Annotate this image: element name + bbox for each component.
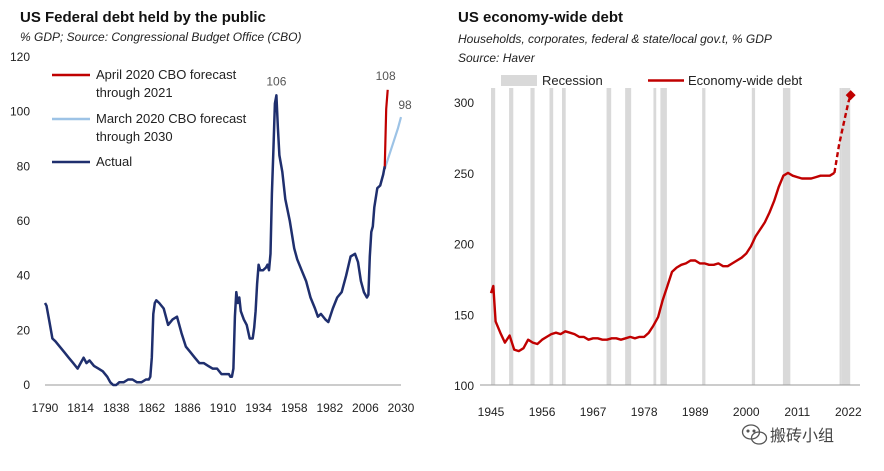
recession-band xyxy=(530,88,535,385)
recession-band xyxy=(491,88,496,385)
right-y-axis: 100 150 200 250 300 xyxy=(454,96,474,393)
left-chart-subtitle: % GDP; Source: Congressional Budget Offi… xyxy=(20,30,301,44)
right-y-tick-label: 250 xyxy=(454,167,474,181)
left-legend-label-0: April 2020 CBO forecast xyxy=(96,67,237,82)
left-x-axis: 1790 1814 1838 1862 1886 1910 1934 1958 1982 2006… xyxy=(32,401,415,415)
left-series-line-2 xyxy=(43,94,386,387)
left-x-tick-label: 1934 xyxy=(245,401,272,415)
left-y-tick-label: 120 xyxy=(10,50,30,64)
right-x-tick-label: 1967 xyxy=(580,405,607,419)
left-x-tick-label: 1958 xyxy=(281,401,308,415)
left-chart-title: US Federal debt held by the public xyxy=(20,9,266,26)
recession-band xyxy=(549,88,554,385)
economy-debt-dashed-line xyxy=(833,94,852,174)
left-annotation-label: 98 xyxy=(398,98,412,112)
recession-band xyxy=(839,88,842,385)
right-legend: Recession Economy-wide debt xyxy=(501,73,803,88)
left-x-tick-label: 1982 xyxy=(316,401,343,415)
left-series-group xyxy=(43,89,403,387)
right-y-tick-label: 100 xyxy=(454,379,474,393)
left-annotations: 106 108 98 xyxy=(266,69,412,112)
right-chart-subtitle-line-1: Households, corporates, federal & state/… xyxy=(458,32,772,46)
recession-band xyxy=(841,88,851,385)
right-y-tick-label: 300 xyxy=(454,96,474,110)
left-x-tick-label: 1910 xyxy=(210,401,237,415)
left-y-tick-label: 40 xyxy=(17,269,31,283)
left-y-tick-label: 20 xyxy=(17,323,31,337)
left-y-tick-label: 60 xyxy=(17,214,31,228)
right-x-tick-label: 1956 xyxy=(529,405,556,419)
recession-legend-label: Recession xyxy=(542,73,603,88)
left-legend-label-0: through 2021 xyxy=(96,85,173,100)
recession-band xyxy=(562,88,566,385)
left-x-tick-label: 2030 xyxy=(388,401,415,415)
watermark-text: 搬砖小组 xyxy=(770,427,834,445)
recession-band xyxy=(653,88,657,385)
recession-band xyxy=(751,88,756,385)
recession-band xyxy=(606,88,612,385)
right-x-tick-label: 1989 xyxy=(682,405,709,419)
recession-band xyxy=(509,88,514,385)
left-legend-label-2: Actual xyxy=(96,154,132,169)
left-x-tick-label: 1838 xyxy=(103,401,130,415)
economy-debt-end-marker xyxy=(845,90,856,101)
left-y-tick-label: 80 xyxy=(17,159,31,173)
recession-band xyxy=(660,88,667,385)
right-y-tick-label: 150 xyxy=(454,308,474,322)
left-y-tick-label: 100 xyxy=(10,105,30,119)
left-x-tick-label: 1862 xyxy=(138,401,165,415)
recession-legend-swatch xyxy=(501,75,537,86)
left-chart: US Federal debt held by the public % GDP… xyxy=(10,9,415,415)
left-legend: April 2020 CBO forecast through 2021 March… xyxy=(52,67,247,169)
right-chart-title: US economy-wide debt xyxy=(458,9,623,26)
left-series-line-1 xyxy=(383,116,403,170)
left-x-tick-label: 1814 xyxy=(67,401,94,415)
left-x-tick-label: 2006 xyxy=(352,401,379,415)
right-x-tick-label: 2022 xyxy=(835,405,862,419)
right-x-tick-label: 2011 xyxy=(784,405,810,419)
left-annotation-label: 106 xyxy=(266,74,286,88)
left-annotation-label: 108 xyxy=(376,69,396,83)
recession-bands xyxy=(491,88,851,385)
right-series-group xyxy=(489,90,856,353)
right-chart: US economy-wide debt Households, corpora… xyxy=(454,9,862,419)
recession-band xyxy=(782,88,791,385)
left-legend-label-1: March 2020 CBO forecast xyxy=(96,111,247,126)
economy-debt-line xyxy=(489,171,836,353)
left-y-tick-label: 0 xyxy=(23,378,30,392)
right-x-tick-label: 1945 xyxy=(478,405,505,419)
left-series-line-0 xyxy=(383,89,389,170)
wechat-icon xyxy=(741,424,768,445)
left-x-tick-label: 1790 xyxy=(32,401,59,415)
recession-band xyxy=(702,88,706,385)
debt-legend-label: Economy-wide debt xyxy=(688,73,803,88)
right-x-axis: 1945 1956 1967 1978 1989 2000 2011 2022 xyxy=(478,405,862,419)
right-y-tick-label: 200 xyxy=(454,238,474,252)
right-chart-subtitle-line-2: Source: Haver xyxy=(458,51,536,65)
watermark: 搬砖小组 xyxy=(741,424,834,445)
left-y-axis: 0 20 40 60 80 100 120 xyxy=(10,50,30,392)
left-x-tick-label: 1886 xyxy=(174,401,201,415)
recession-band xyxy=(625,88,632,385)
left-legend-label-1: through 2030 xyxy=(96,129,173,144)
right-x-tick-label: 2000 xyxy=(733,405,760,419)
right-x-tick-label: 1978 xyxy=(631,405,658,419)
